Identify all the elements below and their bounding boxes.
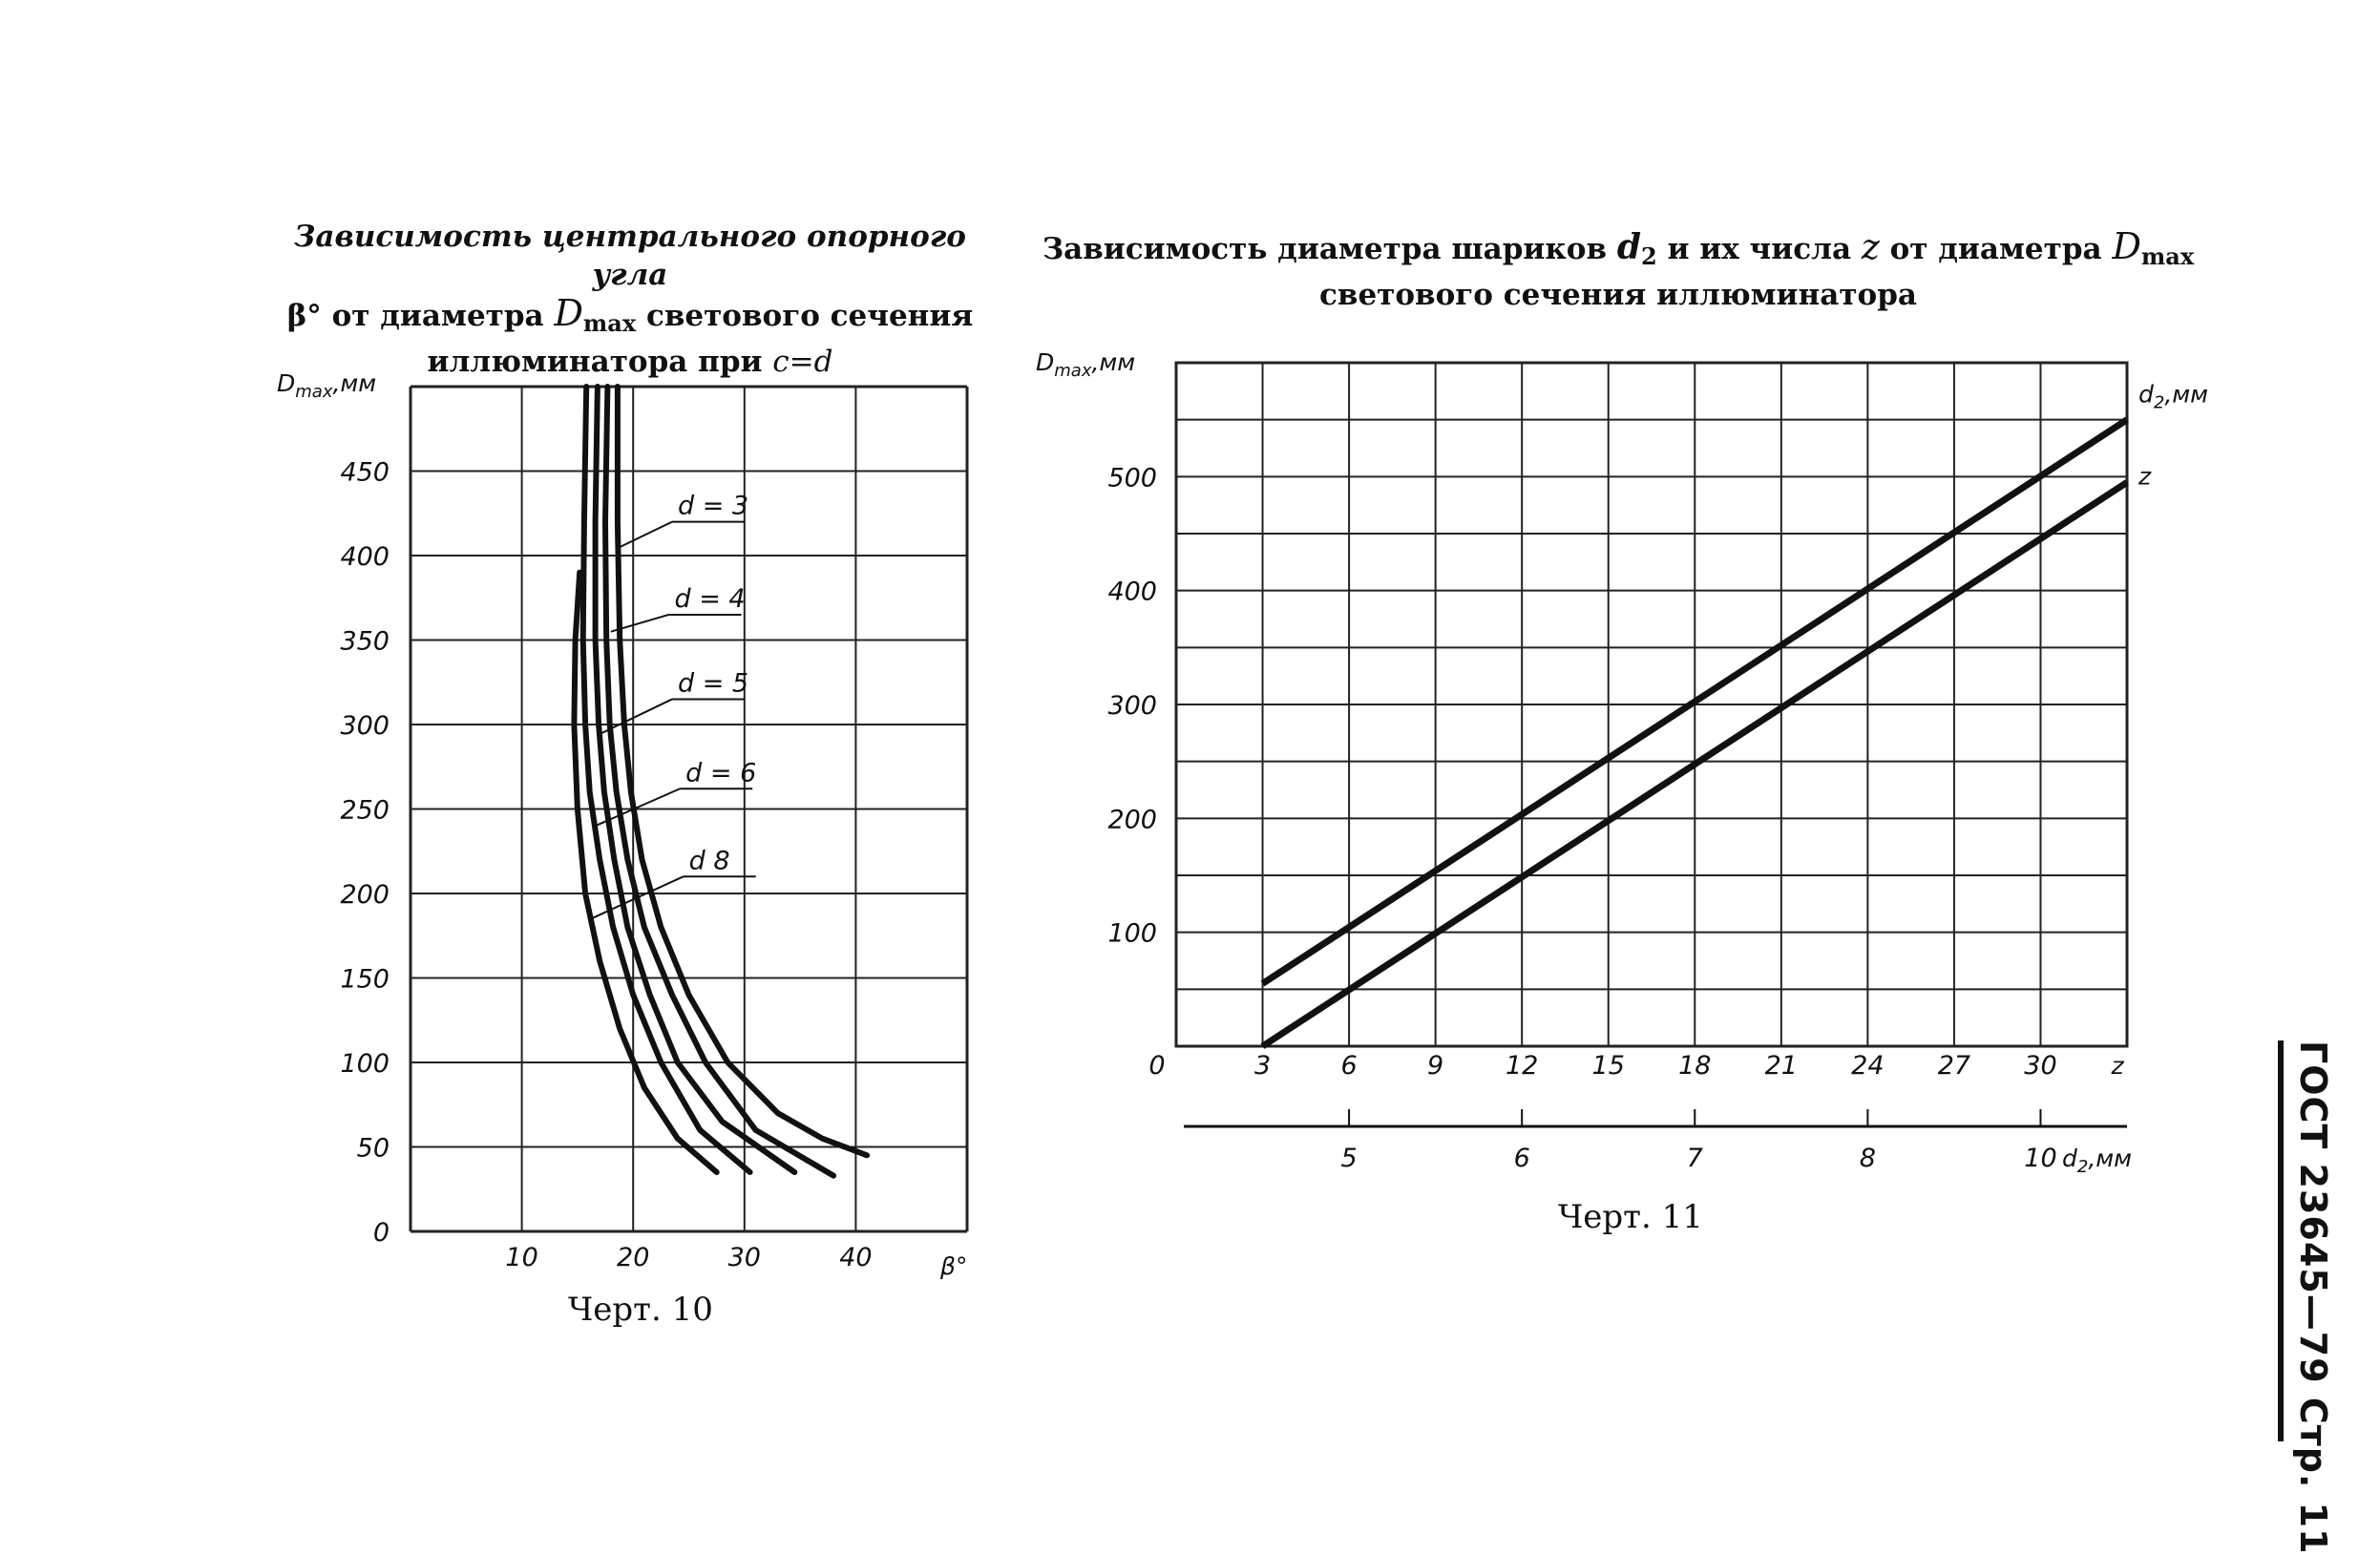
side-rule [2278, 1040, 2284, 1441]
chart11-caption: Черт. 11 [1558, 1198, 1703, 1236]
chart10-y-tick-label: 300 [340, 711, 390, 741]
chart10-series-line [571, 569, 720, 1175]
chart11-series-label: d2,мм [2138, 381, 2208, 413]
chart11-x-tick-label-z: 18 [1678, 1051, 1711, 1081]
chart10-series-label: d = 4 [675, 584, 746, 614]
chart10-y-tick-label: 200 [340, 880, 390, 910]
chart11-series-label: z [2138, 462, 2152, 490]
chart10-y-axis-label: Dmax,мм [277, 369, 376, 402]
chart11-title-line2: светового сечения иллюминатора [1319, 278, 1917, 312]
chart10-series-label: d 8 [689, 846, 730, 875]
chart11-title-line1: Зависимость диаметра шариков d2 и их чис… [1042, 225, 2195, 270]
chart10-x-axis-label: β° [939, 1252, 967, 1280]
chart11-x-axis-label-z: z [2110, 1052, 2124, 1080]
chart11-x-tick-label-z: 24 [1851, 1051, 1884, 1081]
chart11-y-tick-label: 400 [1107, 578, 1157, 607]
chart11-x-tick-label-z: 12 [1506, 1051, 1538, 1081]
chart10-x-tick-label: 30 [728, 1243, 761, 1272]
chart11-y-tick-label: 300 [1107, 691, 1157, 721]
chart11-x-tick-label-d2: 7 [1687, 1144, 1703, 1173]
chart10-y-tick-label: 450 [340, 458, 390, 488]
chart11-x-tick-label-z: 15 [1592, 1051, 1625, 1081]
chart10-series-label: d = 5 [678, 668, 748, 698]
chart11-x-tick-label-z: 9 [1427, 1051, 1443, 1081]
chart10-y-tick-label: 50 [357, 1134, 390, 1164]
chart10-y-tick-label: 350 [340, 627, 390, 657]
chart10-title-line3: иллюминатора при c=d [427, 345, 833, 379]
chart11-x-tick-label-z: 6 [1340, 1051, 1357, 1081]
chart11-series-line [1260, 416, 2129, 987]
chart10-y-tick-label: 150 [340, 965, 390, 995]
chart10-label-leader [601, 698, 673, 734]
chart10-y-tick-label: 0 [373, 1218, 390, 1248]
chart10-x-tick-label: 40 [839, 1243, 872, 1272]
chart11-y-tick-label: 500 [1107, 463, 1157, 493]
chart10-y-tick-label: 100 [340, 1049, 390, 1079]
chart11-x-tick-label-z: 27 [1938, 1051, 1970, 1081]
chart11-x-tick-label-d2: 10 [2024, 1144, 2056, 1173]
chart10-y-tick-label: 250 [340, 796, 390, 826]
chart10-series-label: d = 6 [685, 758, 756, 788]
chart10-title: Зависимость центрального опорного угла β… [267, 218, 993, 381]
chart11-x-tick-label-d2: 6 [1514, 1144, 1530, 1173]
chart10-title-line2: β° от диаметра Dmax светового сечения [286, 292, 974, 337]
chart10-series-line [592, 384, 798, 1175]
chart11-series-line [1260, 479, 2129, 1049]
chart10: 0 50 100 150 200 250 300 350 400 450 10 20 30 40 Dmax,… [277, 369, 969, 1280]
chart10-label-leader [610, 613, 669, 633]
chart10-label-leader [619, 520, 673, 549]
chart11-y-axis-label: Dmax,мм [1036, 348, 1135, 381]
chart10-series-line [614, 384, 871, 1159]
chart10-x-tick-label: 10 [505, 1243, 537, 1272]
chart10-caption: Черт. 10 [568, 1291, 713, 1329]
chart10-series-line [602, 384, 837, 1179]
chart10-series-line [579, 384, 753, 1175]
chart11-x-tick-label-z: 21 [1765, 1051, 1798, 1081]
chart11-x-axis-label-d2: d2,мм [2062, 1145, 2132, 1177]
chart11-x-tick-label-z: 3 [1254, 1051, 1271, 1081]
chart11-frame [1174, 361, 2129, 1048]
chart11-y-tick-label: 200 [1107, 805, 1157, 834]
chart11-x-tick-label-z: 0 [1148, 1051, 1165, 1081]
chart11: 100 200 300 400 500 0 3 6 9 12 15 18 21 24 27 30 z 5 6 7 8 10… [1036, 348, 2208, 1177]
chart11-x-tick-label-d2: 5 [1340, 1144, 1357, 1173]
chart10-y-tick-label: 400 [340, 542, 390, 572]
chart11-x-tick-label-z: 30 [2024, 1051, 2056, 1081]
chart10-x-tick-label: 20 [617, 1243, 649, 1272]
chart10-series-label: d = 3 [678, 492, 748, 521]
chart11-y-tick-label: 100 [1107, 919, 1157, 949]
chart11-title: Зависимость диаметра шариков d2 и их чис… [1031, 227, 2205, 314]
chart10-label-leader [590, 875, 685, 920]
chart10-label-leader [595, 788, 681, 828]
chart10-title-line1: Зависимость центрального опорного угла [294, 220, 966, 292]
chart11-x-tick-label-d2: 8 [1860, 1144, 1876, 1173]
